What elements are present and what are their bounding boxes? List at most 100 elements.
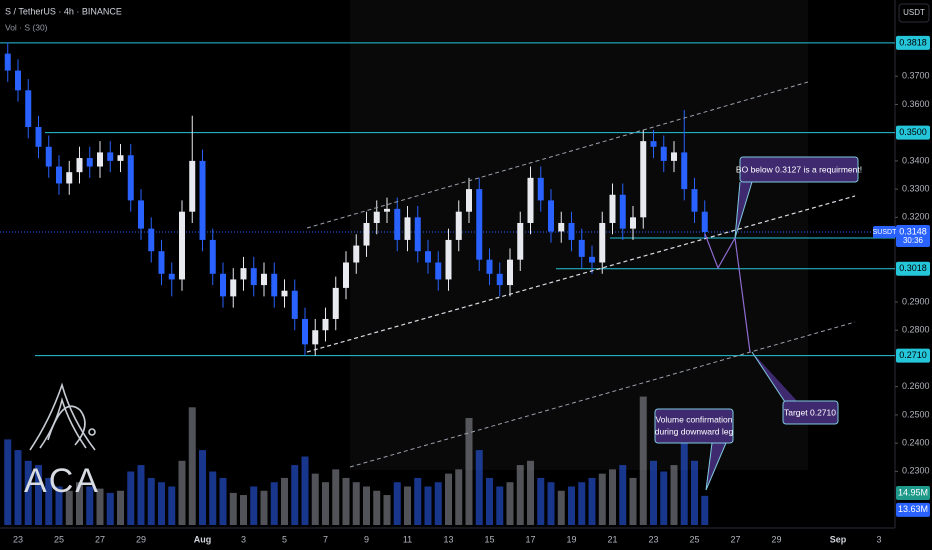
level-label: 0.3018 [899,263,927,273]
logo-dot [88,428,96,436]
candle-body [86,158,93,167]
x-tick-label: Sep [830,534,847,544]
volume-bar [24,460,32,525]
x-tick-label: 15 [484,534,494,544]
level-label: 0.3500 [899,127,927,137]
volume-bar [650,460,657,525]
candle-body [507,259,513,286]
volume-bar [486,477,493,525]
channel [306,81,856,468]
volume-bar [680,428,688,525]
volume-bar [363,486,370,525]
candle-body [691,189,698,212]
volume-bar [475,450,483,525]
candle-body [414,217,421,252]
candle-body [466,189,472,212]
volume-bar [96,488,104,525]
candle-body [291,290,298,319]
callout-text: Target 0.2710 [784,407,836,417]
x-tick-label: 19 [566,534,576,544]
candle-body [76,158,83,173]
volume-bar [609,469,616,525]
volume-bar [455,469,463,525]
axis-layer: 0.3700 0.3600 0.3400 0.3300 0.3200 0.2900 0.28… [13,35,930,544]
candle-body [322,318,329,331]
volume-bar [209,471,217,525]
candle-body [56,166,62,184]
candle-body [209,239,216,274]
logo-shape [47,405,86,446]
candle-body [486,259,493,274]
volume-label: 13.63M [898,504,928,514]
y-tick-label: 0.3700 [902,71,930,81]
x-tick-label: Aug [194,534,212,544]
candle-body [261,273,267,286]
volume-bar [373,490,381,525]
volume-bar [445,473,452,525]
candle-body [148,228,155,252]
volume-bar [137,465,145,525]
candle-body [138,200,144,229]
candle-body [425,251,431,263]
candle-body [527,177,534,223]
candle-body [25,90,32,128]
candle-body [660,146,667,161]
callout-box [654,408,734,444]
candle-body [107,152,114,161]
candle-body [353,245,360,263]
volume-bar [147,477,155,525]
volume-bar [322,482,329,525]
candle-body [589,256,595,263]
volume-bar [588,477,596,525]
volume-bar [229,492,237,525]
volume-bar [619,465,627,525]
volume-bar [578,482,586,525]
candle-body [630,217,636,229]
y-tick-label: 0.3600 [902,99,930,109]
volume-bar [352,482,360,525]
y-tick-label: 0.3400 [902,155,930,165]
candle-body [701,211,708,233]
candle-body [435,262,442,280]
volume-bar [291,465,299,525]
candle-body [168,273,175,280]
candle-body [496,273,503,286]
volume-bar [4,439,12,525]
candle-body [578,239,585,257]
volume-bar [14,450,22,525]
volume-bar [404,486,411,525]
candle-body [158,251,165,274]
volume-bar [168,486,176,525]
x-tick-label: 27 [730,534,740,544]
volume-bar [691,460,698,525]
volume-label-box [896,502,930,517]
x-tick-label: 29 [136,534,146,544]
callout-pointer [705,442,727,491]
x-tick-label: 23 [648,534,658,544]
currency-label[interactable]: USDT [903,8,925,17]
price-label: 0.3148 [899,226,927,236]
candle-body [189,160,196,212]
volume-bar [76,482,83,525]
x-tick-label: 27 [95,534,105,544]
volume-bar [301,456,309,525]
x-tick-label: 3 [876,534,881,544]
volume-bar [414,477,422,525]
volume-bar [188,407,196,525]
candle-body [230,279,237,297]
symbol-label: SUSDT [873,229,897,236]
volume-bar [629,477,637,525]
volume-bar [496,486,504,525]
currency-button[interactable] [898,3,930,23]
y-tick-label: 0.3300 [902,183,930,193]
y-tick-label: 0.2900 [902,296,930,306]
level-label-box [896,35,930,50]
candle-body [302,318,308,345]
volume-bar [342,477,350,525]
volume-bar [547,482,555,525]
x-tick-label: 7 [323,534,328,544]
level-label-box [896,348,930,363]
volume-label-box [896,486,930,501]
callout-text: during downward leg [655,426,734,436]
candle-body [517,222,524,260]
